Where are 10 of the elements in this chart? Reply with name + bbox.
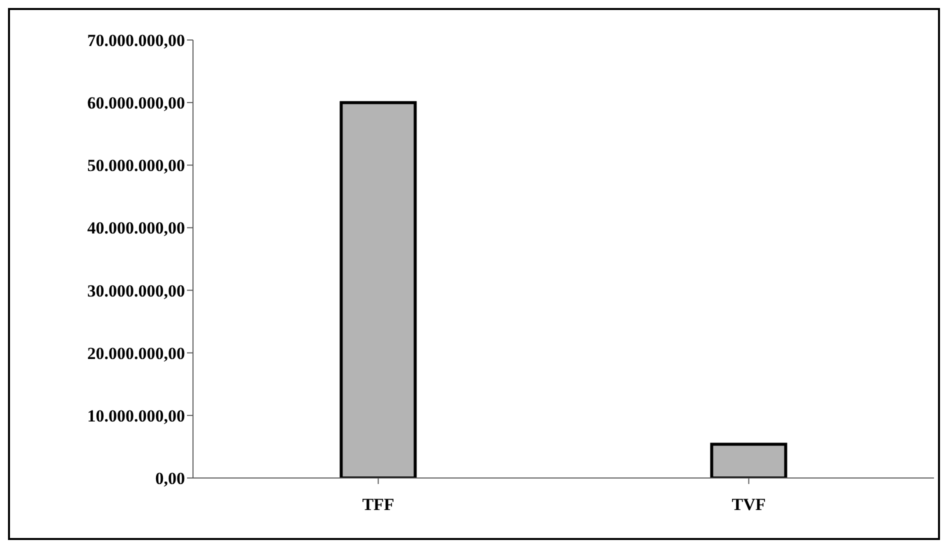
y-tick-label: 20.000.000,00	[87, 344, 185, 363]
y-tick-label: 0,00	[155, 469, 185, 488]
y-tick-label: 70.000.000,00	[87, 31, 185, 50]
y-tick-label: 10.000.000,00	[87, 406, 185, 426]
y-tick-label: 50.000.000,00	[87, 156, 185, 176]
x-tick-label: TFF	[362, 495, 394, 514]
y-tick-label: 30.000.000,00	[87, 281, 185, 300]
y-tick-label: 40.000.000,00	[87, 218, 185, 238]
x-tick-label: TVF	[732, 495, 766, 514]
y-tick-label: 60.000.000,00	[87, 94, 185, 113]
